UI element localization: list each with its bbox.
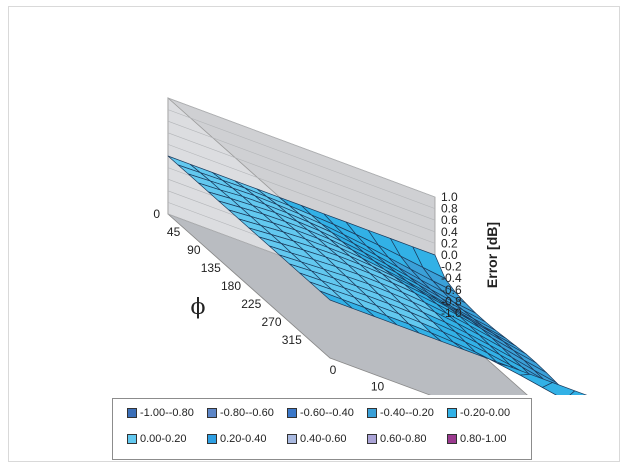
z-tick-label: 0.0 — [441, 248, 458, 262]
legend-item: -0.80--0.60 — [207, 407, 274, 419]
z-tick-label: 0.4 — [441, 225, 458, 239]
legend-swatch — [127, 408, 137, 418]
legend-swatch — [207, 434, 217, 444]
z-gridline — [167, 132, 436, 233]
legend-swatch — [127, 434, 137, 444]
legend-item: -0.60--0.40 — [287, 407, 354, 419]
legend-item: -1.00--0.80 — [127, 407, 194, 419]
legend-swatch — [367, 408, 377, 418]
legend-swatch — [447, 434, 457, 444]
z-tick-label: -0.6 — [441, 283, 462, 297]
phi-tick-label: 180 — [221, 279, 241, 293]
legend-swatch — [207, 408, 217, 418]
phi-axis-label: ϕ — [191, 295, 206, 320]
z-tick-label: 0.2 — [441, 236, 458, 250]
legend-item: 0.00-0.20 — [127, 433, 186, 445]
axis-ticks: 045901351802252703150102030405060-1.0-0.… — [153, 190, 462, 394]
z-gridline — [167, 144, 436, 244]
z-tick-label: -1.0 — [441, 306, 462, 320]
legend-item: 0.80-1.00 — [447, 433, 506, 445]
legend-label: 0.00-0.20 — [140, 433, 187, 445]
z-tick-label: 1.0 — [441, 190, 458, 204]
phi-tick-label: 45 — [167, 225, 181, 239]
legend-label: -0.40--0.20 — [380, 407, 434, 419]
z-gridline — [167, 109, 436, 209]
legend-label: 0.60-0.80 — [380, 433, 427, 445]
z-gridline — [167, 120, 436, 221]
legend-swatch — [367, 434, 377, 444]
surface-cell — [569, 390, 588, 395]
legend-item: 0.20-0.40 — [207, 433, 266, 445]
z-axis-label: Error [dB] — [484, 222, 500, 288]
legend-item: 0.40-0.60 — [287, 433, 346, 445]
z-tick-label: -0.4 — [441, 271, 462, 285]
z-tick-label: -0.8 — [441, 294, 462, 308]
legend-item: 0.60-0.80 — [367, 433, 426, 445]
axis-labels: ϕϑError [dB] — [191, 222, 501, 320]
legend-label: -0.60--0.40 — [300, 407, 354, 419]
legend-label: -1.00--0.80 — [140, 407, 194, 419]
legend-item: -0.20-0.00 — [447, 407, 510, 419]
phi-tick-label: 225 — [241, 297, 261, 311]
phi-tick-label: 0 — [153, 207, 160, 221]
legend-label: 0.40-0.60 — [300, 433, 347, 445]
z-gridline — [167, 97, 436, 198]
legend-swatch — [287, 434, 297, 444]
legend-label: -0.20-0.00 — [460, 407, 511, 419]
legend-item: -0.40--0.20 — [367, 407, 434, 419]
z-tick-label: 0.8 — [441, 202, 458, 216]
legend-label: 0.80-1.00 — [460, 433, 507, 445]
z-tick-label: 0.6 — [441, 213, 458, 227]
phi-tick-label: 315 — [282, 333, 302, 347]
theta-tick-label: 0 — [330, 363, 337, 377]
phi-tick-label: 90 — [187, 243, 201, 257]
legend-swatch — [447, 408, 457, 418]
legend-label: 0.20-0.40 — [220, 433, 267, 445]
phi-tick-label: 135 — [201, 261, 221, 275]
theta-tick-label: 10 — [371, 380, 385, 394]
legend-label: -0.80--0.60 — [220, 407, 274, 419]
phi-tick-label: 270 — [261, 315, 281, 329]
legend-swatch — [287, 408, 297, 418]
surface-mesh — [167, 155, 588, 395]
z-tick-label: -0.2 — [441, 260, 462, 274]
surface-chart: 045901351802252703150102030405060-1.0-0.… — [153, 97, 588, 395]
chart-legend: -1.00--0.80 -0.80--0.60 -0.60--0.40 -0.40--… — [112, 398, 532, 460]
